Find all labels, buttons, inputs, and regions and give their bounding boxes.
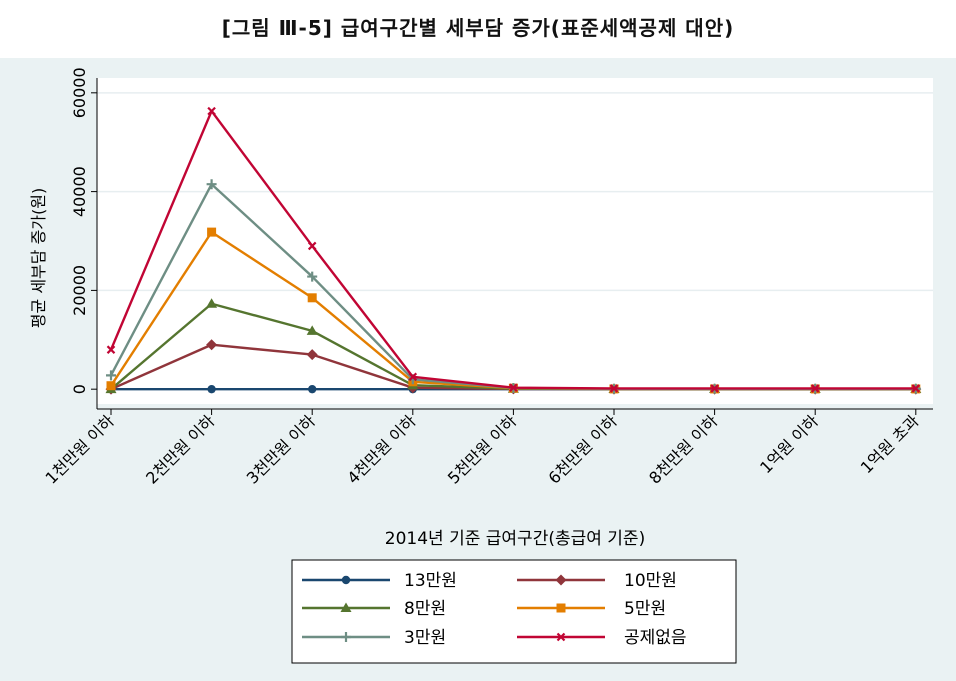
data-point bbox=[307, 241, 317, 251]
legend-label: 공제없음 bbox=[624, 628, 687, 648]
legend-item: 3만원 bbox=[302, 628, 446, 648]
legend-label: 10만원 bbox=[624, 571, 677, 591]
y-axis-title: 평균 세부담 증가(원) bbox=[29, 188, 48, 328]
legend-label: 3만원 bbox=[404, 628, 446, 648]
data-point bbox=[810, 384, 820, 393]
data-point bbox=[307, 271, 318, 282]
legend-item: 13만원 bbox=[302, 571, 457, 591]
y-tick-label: 40000 bbox=[70, 166, 89, 217]
data-point bbox=[207, 384, 216, 394]
data-point bbox=[106, 345, 116, 354]
data-point bbox=[308, 384, 317, 394]
y-tick-label: 60000 bbox=[70, 67, 89, 118]
legend-label: 5만원 bbox=[624, 599, 666, 619]
legend-box bbox=[291, 559, 737, 664]
legend: 13만원 10만원 8만원 5만원 3만원 공제없음 bbox=[291, 559, 737, 664]
legend-item: 8만원 bbox=[302, 599, 446, 619]
data-point bbox=[341, 575, 351, 585]
data-point bbox=[106, 381, 116, 391]
data-point bbox=[307, 293, 317, 303]
data-point bbox=[609, 384, 619, 393]
series bbox=[106, 106, 921, 393]
data-point bbox=[408, 372, 418, 382]
data-point bbox=[556, 632, 566, 642]
legend-item: 공제없음 bbox=[517, 628, 687, 648]
series-group bbox=[105, 106, 922, 395]
data-point bbox=[340, 602, 352, 612]
chart-title: [그림 Ⅲ-5] 급여구간별 세부담 증가(표준세액공제 대안) bbox=[221, 16, 735, 40]
data-point bbox=[509, 383, 518, 392]
legend-label: 8만원 bbox=[404, 599, 446, 619]
x-axis-title: 2014년 기준 급여구간(총급여 기준) bbox=[385, 529, 645, 549]
data-point bbox=[710, 384, 719, 393]
data-point bbox=[556, 603, 566, 613]
data-point bbox=[306, 349, 318, 361]
data-point bbox=[207, 106, 216, 116]
y-tick-label: 20000 bbox=[70, 265, 89, 316]
y-tick-label: 0 bbox=[70, 384, 89, 394]
plot-area bbox=[97, 78, 933, 404]
data-point bbox=[206, 298, 218, 308]
data-point bbox=[206, 339, 218, 351]
data-point bbox=[207, 227, 217, 237]
data-point bbox=[206, 179, 217, 190]
grid-lines bbox=[97, 92, 933, 292]
data-point bbox=[555, 574, 567, 586]
data-point bbox=[341, 632, 351, 642]
data-point bbox=[106, 370, 116, 381]
legend-item: 10만원 bbox=[517, 571, 677, 591]
legend-item: 5만원 bbox=[517, 599, 666, 619]
legend-label: 13만원 bbox=[404, 571, 457, 591]
data-point bbox=[911, 384, 921, 393]
data-point bbox=[306, 325, 318, 335]
